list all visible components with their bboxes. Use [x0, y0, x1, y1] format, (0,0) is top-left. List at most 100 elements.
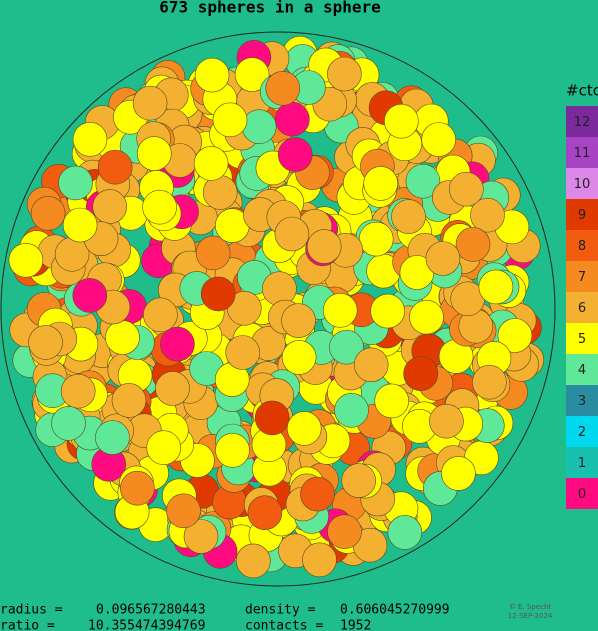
legend-swatch — [566, 292, 598, 323]
sphere — [497, 318, 533, 353]
sphere — [254, 400, 290, 436]
legend-swatch — [566, 168, 598, 199]
sphere — [137, 136, 172, 171]
sphere — [58, 165, 93, 201]
sphere — [194, 57, 230, 93]
sphere — [391, 199, 426, 234]
legend-swatch — [566, 199, 598, 230]
sphere — [146, 430, 181, 466]
sphere — [60, 373, 96, 409]
legend-label: 11 — [574, 146, 591, 161]
title: 673 spheres in a sphere — [159, 0, 381, 17]
sphere — [334, 392, 369, 428]
sphere — [281, 340, 317, 375]
legend-label: 3 — [578, 394, 586, 409]
legend-swatch — [566, 478, 598, 509]
sphere — [403, 356, 439, 391]
sphere — [30, 196, 66, 231]
sphere — [363, 166, 399, 201]
sphere — [212, 102, 248, 138]
sphere — [62, 207, 98, 243]
sphere — [120, 470, 155, 506]
sphere — [383, 103, 419, 139]
stat-value: 0.096567280443 — [96, 603, 206, 618]
sphere — [225, 335, 260, 370]
sphere — [236, 543, 271, 579]
legend-label: 5 — [578, 332, 586, 347]
sphere — [421, 122, 457, 157]
legend-label: 0 — [578, 487, 586, 502]
sphere — [472, 364, 507, 400]
sphere — [429, 403, 464, 439]
sphere — [234, 57, 270, 92]
sphere — [405, 163, 441, 199]
sphere — [370, 293, 405, 329]
credit-author: © E. Specht — [509, 603, 552, 611]
sphere — [265, 71, 301, 106]
sphere — [95, 420, 130, 455]
spheres — [8, 35, 545, 579]
legend-label: 9 — [578, 208, 586, 223]
sphere — [193, 146, 229, 181]
sphere — [387, 515, 423, 550]
legend-label: 1 — [578, 456, 586, 471]
sphere — [92, 189, 127, 224]
legend-title: #ctc — [566, 82, 598, 100]
sphere — [166, 493, 201, 529]
sphere — [241, 109, 277, 144]
legend-swatch — [566, 261, 598, 292]
sphere — [183, 519, 219, 554]
sphere — [306, 229, 342, 264]
legend-label: 6 — [578, 301, 586, 316]
sphere — [105, 320, 140, 355]
sphere — [274, 216, 310, 252]
container-sphere — [0, 31, 556, 587]
sphere — [274, 101, 310, 137]
legend-label: 10 — [574, 177, 591, 192]
stat-label: density = — [245, 603, 316, 618]
sphere — [111, 383, 147, 418]
sphere — [132, 85, 168, 121]
legend-swatch — [566, 323, 598, 354]
sphere — [277, 137, 313, 172]
sphere — [262, 271, 297, 307]
sphere — [155, 371, 190, 406]
legend-label: 2 — [578, 425, 586, 440]
sphere — [286, 411, 322, 446]
legend-label: 8 — [578, 239, 586, 254]
sphere — [54, 237, 90, 272]
stat-label: contacts = — [245, 619, 323, 631]
sphere — [72, 122, 108, 157]
legend-swatch — [566, 447, 598, 478]
sphere — [51, 406, 86, 441]
legend-swatch — [566, 137, 598, 168]
sphere — [200, 276, 236, 312]
sphere — [353, 347, 389, 383]
sphere — [322, 292, 358, 328]
sphere — [441, 456, 476, 491]
sphere — [374, 383, 410, 419]
credit-date: 12-SEP-2024 — [508, 612, 553, 620]
sphere — [97, 149, 133, 185]
sphere — [8, 242, 44, 278]
stat-value: 10.355474394769 — [88, 619, 205, 631]
sphere — [195, 235, 231, 271]
stat-value: 1952 — [340, 619, 371, 631]
sphere — [215, 432, 250, 468]
sphere — [478, 269, 514, 305]
sphere — [143, 297, 178, 333]
sphere — [329, 329, 364, 365]
legend-label: 12 — [574, 115, 591, 130]
sphere — [341, 463, 377, 498]
sphere — [72, 278, 108, 313]
sphere — [327, 514, 362, 550]
sphere — [455, 227, 491, 262]
sphere — [448, 171, 484, 207]
sphere — [409, 299, 444, 335]
stat-value: 0.606045270999 — [340, 603, 450, 618]
legend-label: 4 — [578, 363, 586, 378]
sphere — [160, 326, 195, 362]
legend-swatch — [566, 106, 598, 137]
sphere — [28, 325, 63, 360]
